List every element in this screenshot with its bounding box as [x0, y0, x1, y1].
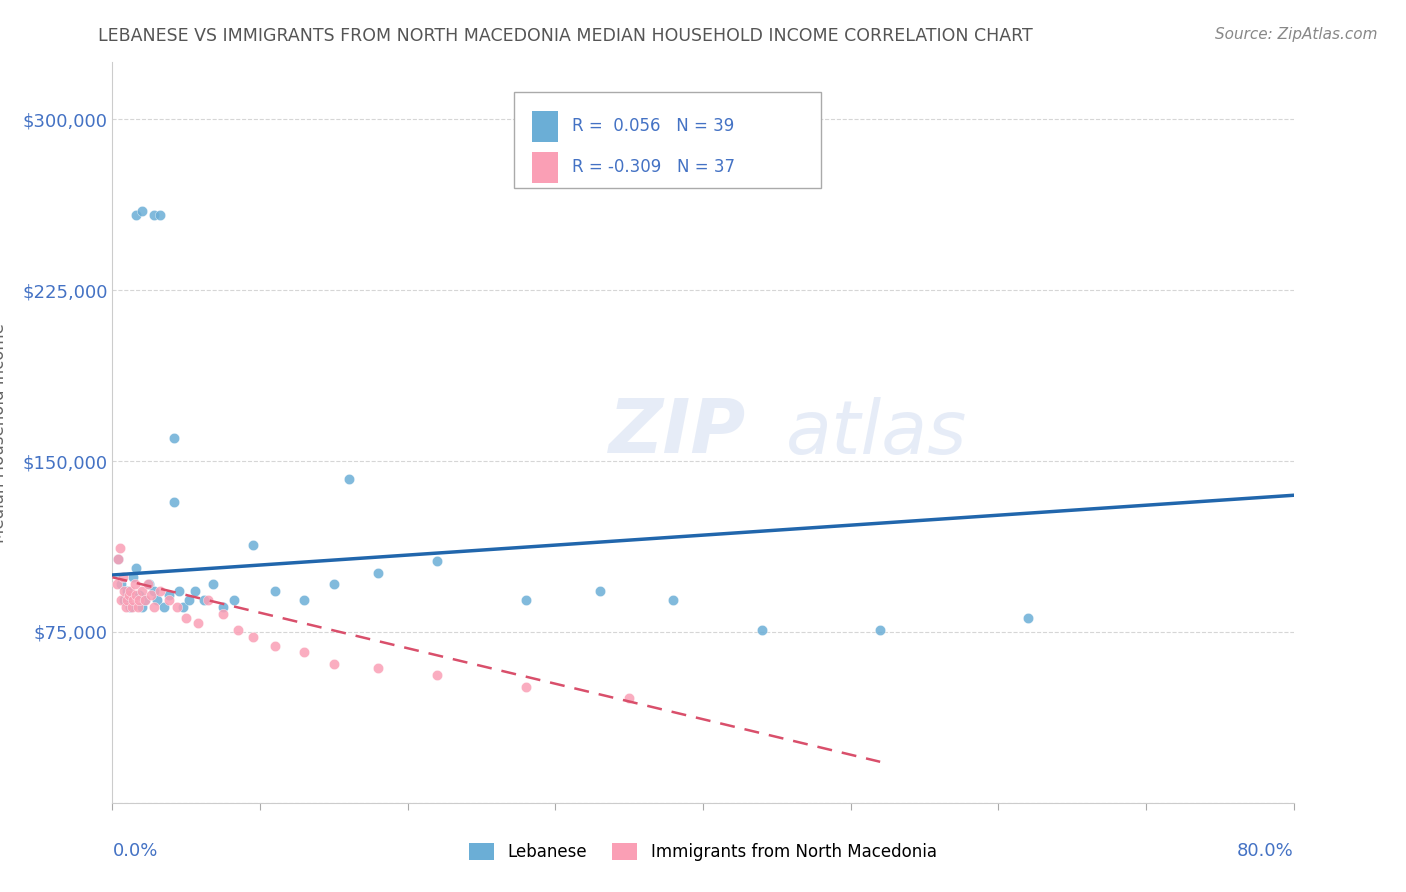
Point	[131, 583, 153, 598]
Point	[426, 668, 449, 682]
Point	[323, 577, 346, 591]
Point	[134, 593, 156, 607]
Point	[131, 599, 153, 614]
Bar	[515, 92, 821, 188]
Point	[337, 472, 360, 486]
Point	[125, 208, 148, 222]
Point	[149, 583, 172, 598]
Point	[107, 552, 129, 566]
Point	[134, 593, 156, 607]
Point	[167, 583, 190, 598]
Point	[172, 599, 194, 614]
Text: atlas: atlas	[786, 397, 967, 468]
Point	[128, 593, 150, 607]
Point	[142, 599, 165, 614]
Point	[292, 645, 315, 659]
Text: R = -0.309   N = 37: R = -0.309 N = 37	[572, 158, 735, 177]
Point	[125, 561, 148, 575]
Point	[111, 570, 134, 584]
Point	[264, 583, 287, 598]
Text: LEBANESE VS IMMIGRANTS FROM NORTH MACEDONIA MEDIAN HOUSEHOLD INCOME CORRELATION : LEBANESE VS IMMIGRANTS FROM NORTH MACEDO…	[98, 27, 1033, 45]
Point	[157, 593, 180, 607]
Point	[367, 566, 389, 580]
Bar	[531, 111, 558, 142]
Point	[157, 589, 180, 603]
Point	[117, 593, 138, 607]
Point	[426, 554, 449, 568]
Point	[187, 615, 209, 630]
Point	[515, 680, 537, 694]
Point	[619, 691, 641, 706]
Point	[166, 599, 188, 614]
Point	[112, 583, 135, 598]
Point	[174, 611, 197, 625]
Text: ZIP: ZIP	[609, 396, 745, 469]
Point	[120, 599, 142, 614]
Text: 80.0%: 80.0%	[1237, 842, 1294, 860]
Y-axis label: Median Household Income: Median Household Income	[0, 323, 8, 542]
Point	[128, 589, 150, 603]
Point	[118, 589, 141, 603]
Point	[121, 599, 143, 614]
Point	[107, 552, 129, 566]
Point	[142, 583, 165, 598]
Point	[110, 593, 132, 607]
Point	[1017, 611, 1039, 625]
Point	[117, 583, 138, 598]
Point	[153, 599, 176, 614]
Point	[869, 623, 891, 637]
Text: Source: ZipAtlas.com: Source: ZipAtlas.com	[1215, 27, 1378, 42]
Point	[112, 593, 135, 607]
Point	[105, 577, 128, 591]
Point	[122, 593, 145, 607]
Point	[146, 593, 169, 607]
Point	[142, 208, 165, 222]
Point	[751, 623, 773, 637]
Legend: Lebanese, Immigrants from North Macedonia: Lebanese, Immigrants from North Macedoni…	[470, 843, 936, 861]
Point	[179, 593, 201, 607]
Point	[110, 577, 132, 591]
Point	[242, 538, 264, 552]
Point	[108, 541, 131, 555]
Point	[212, 607, 235, 621]
Point	[197, 593, 219, 607]
Point	[122, 570, 145, 584]
Text: R =  0.056   N = 39: R = 0.056 N = 39	[572, 117, 734, 135]
Point	[136, 577, 159, 591]
Point	[515, 593, 537, 607]
Point	[184, 583, 207, 598]
Point	[120, 583, 142, 598]
Point	[367, 661, 389, 675]
Point	[193, 593, 215, 607]
Point	[222, 593, 245, 607]
Point	[242, 630, 264, 644]
Text: 0.0%: 0.0%	[112, 842, 157, 860]
Point	[163, 495, 186, 509]
Point	[226, 623, 249, 637]
Point	[127, 599, 149, 614]
Point	[139, 589, 162, 603]
Point	[149, 208, 172, 222]
Point	[662, 593, 685, 607]
Bar	[531, 152, 558, 183]
Point	[588, 583, 610, 598]
Point	[125, 589, 148, 603]
Point	[212, 599, 235, 614]
Point	[138, 577, 160, 591]
Point	[323, 657, 346, 671]
Point	[114, 599, 136, 614]
Point	[131, 203, 153, 218]
Point	[292, 593, 315, 607]
Point	[124, 577, 146, 591]
Point	[264, 639, 287, 653]
Point	[201, 577, 224, 591]
Point	[163, 431, 186, 445]
